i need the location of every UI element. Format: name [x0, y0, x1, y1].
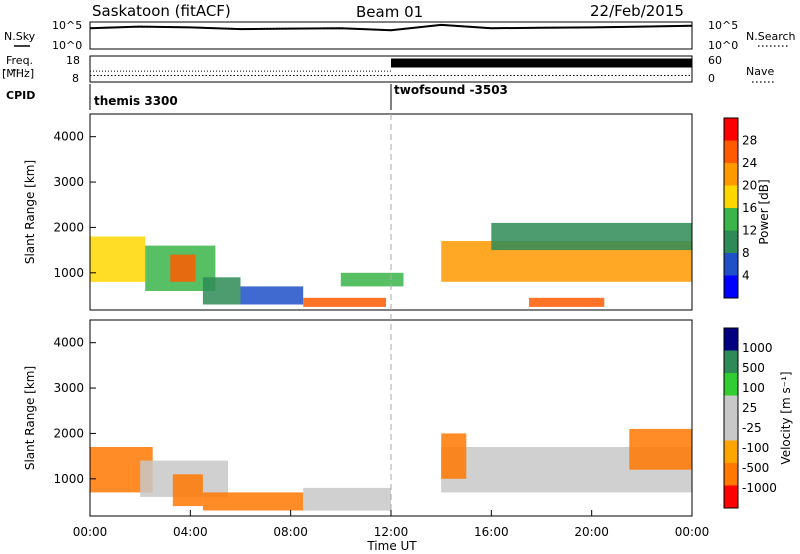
- power-yticks-tick-2: 2000: [53, 220, 84, 234]
- vel-cbar-swatch-5: [724, 440, 738, 463]
- x-axis-label: Time UT: [366, 539, 417, 553]
- power-cbar-swatch-5: [724, 230, 738, 253]
- vel-cbar-tick-3: 25: [742, 401, 757, 415]
- freq-series: [90, 58, 692, 76]
- freq-tick-bottom: 8: [72, 72, 79, 85]
- noise-left-tick-bottom: 10^0: [52, 39, 82, 52]
- velocity-colorbar-label: Velocity [m s⁻¹]: [779, 371, 793, 464]
- power-cells-feature-0: [90, 236, 146, 282]
- power-yticks-tick-3: 1000: [53, 266, 84, 280]
- x-tick-5: 20:00: [574, 525, 609, 539]
- nave-tick-bottom: 0: [708, 72, 715, 85]
- freq-unit-label: [MHz]: [2, 67, 34, 80]
- nave-tick-top: 60: [708, 54, 722, 67]
- vel-yticks-tick-2: 2000: [53, 426, 84, 440]
- power-y-axis-label: Slant Range [km]: [23, 160, 37, 264]
- velocity-y-axis-label: Slant Range [km]: [23, 366, 37, 470]
- vel-yticks-tick-0: 4000: [53, 336, 84, 350]
- velocity-y-ticks: 4000 3000 2000 1000: [53, 336, 96, 486]
- power-cbar-swatch-2: [724, 163, 738, 186]
- power-cbar-swatch-1: [724, 140, 738, 163]
- vel-cbar-swatch-7: [724, 485, 738, 508]
- vel-cbar-tick-7: -1000: [742, 481, 777, 495]
- noise-right-tick-top: 10^5: [708, 19, 738, 32]
- vel-cells-feature-4: [303, 487, 391, 511]
- date-label: 22/Feb/2015: [590, 2, 684, 20]
- freq-label: Freq.: [6, 54, 33, 67]
- power-cells-feature-9: [529, 297, 605, 307]
- vel-cbar-tick-2: 100: [742, 381, 765, 395]
- power-cbar-tick-6: 4: [742, 269, 750, 283]
- x-tick-1: 04:00: [173, 525, 208, 539]
- vel-cbar-swatch-2: [724, 373, 738, 396]
- nsearch-label: N.Search: [746, 30, 796, 43]
- power-cbar-tick-5: 8: [742, 246, 750, 260]
- cpid-label: CPID: [6, 89, 35, 102]
- x-tick-4: 16:00: [474, 525, 509, 539]
- noise-panel-frame: [89, 21, 693, 50]
- plot-title: Saskatoon (fitACF): [92, 2, 231, 20]
- power-cbar-swatch-0: [724, 118, 738, 141]
- vel-cells-feature-2: [172, 474, 203, 507]
- cpid-twofsound: twofsound -3503: [394, 83, 508, 97]
- vel-cells-feature-3: [202, 492, 304, 511]
- power-cells-feature-2: [170, 254, 196, 282]
- power-cbar-swatch-3: [724, 185, 738, 208]
- noise-left-tick-top: 10^5: [52, 19, 82, 32]
- freq-tick-top: 18: [66, 54, 80, 67]
- power-cbar-tick-1: 24: [742, 156, 757, 170]
- power-cells-feature-5: [303, 297, 386, 307]
- noise-right-tick-bottom: 10^0: [708, 39, 738, 52]
- vel-cells-feature-7: [629, 428, 692, 470]
- power-cbar-swatch-6: [724, 253, 738, 276]
- power-cells-feature-8: [491, 222, 692, 251]
- nave-series-after: [391, 58, 692, 68]
- vel-cbar-tick-4: -25: [742, 421, 762, 435]
- velocity-heatmap: [90, 428, 692, 511]
- vel-cbar-tick-1: 500: [742, 361, 765, 375]
- vel-cbar-tick-5: -100: [742, 441, 769, 455]
- power-cbar-tick-2: 20: [742, 179, 757, 193]
- vel-cbar-swatch-0: [724, 328, 738, 351]
- vel-cbar-swatch-3: [724, 395, 738, 418]
- power-cells-feature-4: [240, 286, 304, 305]
- velocity-colorbar: 1000 500 100 25 -25 -100 -500 -1000: [723, 327, 777, 509]
- power-yticks-tick-1: 3000: [53, 175, 84, 189]
- x-tick-6: 00:00: [675, 525, 710, 539]
- vel-cells-feature-6: [441, 433, 467, 479]
- vel-cbar-swatch-4: [724, 418, 738, 441]
- x-tick-0: 00:00: [73, 525, 108, 539]
- beam-label: Beam 01: [356, 3, 423, 21]
- vel-yticks-tick-3: 1000: [53, 472, 84, 486]
- vel-cbar-tick-0: 1000: [742, 341, 773, 355]
- power-cbar-swatch-4: [724, 208, 738, 231]
- nsky-label: N.Sky: [4, 30, 36, 43]
- power-colorbar-label: Power [dB]: [757, 179, 771, 244]
- vel-yticks-tick-1: 3000: [53, 381, 84, 395]
- x-tick-2: 08:00: [273, 525, 308, 539]
- power-heatmap: [90, 222, 692, 307]
- power-cbar-tick-3: 16: [742, 201, 757, 215]
- power-cbar-swatch-7: [724, 275, 738, 298]
- power-cbar-frame: [723, 117, 739, 299]
- noise-series: [89, 23, 693, 32]
- power-yticks-tick-0: 4000: [53, 130, 84, 144]
- vel-cbar-tick-6: -500: [742, 461, 769, 475]
- power-cbar-tick-0: 28: [742, 134, 757, 148]
- power-colorbar: 28 24 20 16 12 8 4: [723, 117, 757, 299]
- vel-cbar-swatch-6: [724, 463, 738, 486]
- power-y-ticks: 4000 3000 2000 1000: [53, 130, 96, 280]
- vel-cbar-swatch-1: [724, 350, 738, 373]
- cpid-themis: themis 3300: [94, 94, 178, 108]
- nave-label: Nave: [746, 65, 774, 78]
- power-cbar-tick-4: 12: [742, 224, 757, 238]
- power-cells-feature-3: [202, 277, 241, 305]
- x-axis-ticks: 00:00 04:00 08:00 12:00 16:00 20:00 00:00: [73, 510, 710, 539]
- freq-panel-frame: [89, 55, 693, 83]
- power-cells-feature-6: [340, 272, 404, 287]
- x-tick-3: 12:00: [374, 525, 409, 539]
- nsky-series-line: [89, 23, 693, 32]
- vel-cbar-frame: [723, 327, 739, 509]
